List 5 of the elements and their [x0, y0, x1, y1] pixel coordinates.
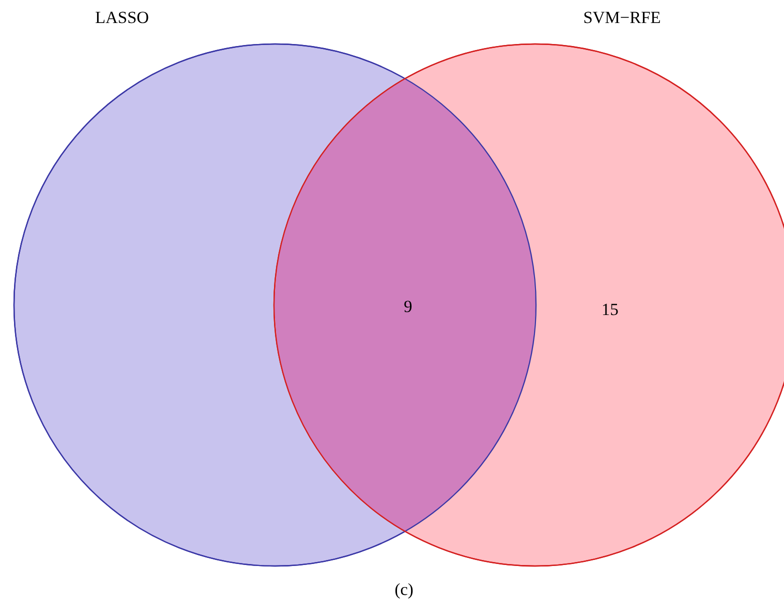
data-label: 9 — [404, 297, 412, 316]
category-label: SVM−RFE — [583, 8, 661, 27]
data-label: 15 — [602, 300, 618, 319]
text: (c) — [394, 580, 414, 599]
category-label: LASSO — [95, 8, 149, 27]
